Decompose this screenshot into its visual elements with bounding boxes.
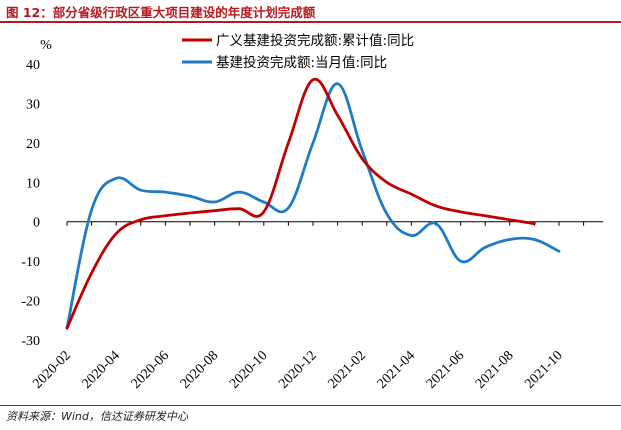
y-tick-label: -30 <box>21 334 40 349</box>
series-line <box>65 77 536 330</box>
title-rule <box>0 21 621 23</box>
series-layer <box>65 77 561 330</box>
y-tick-label: 30 <box>26 97 40 112</box>
x-tick-label: 2021-02 <box>325 348 369 392</box>
x-tick-label: 2021-10 <box>522 348 566 392</box>
y-tick-label: -20 <box>21 295 40 310</box>
figure-title: 图 12：部分省级行政区重大项目建设的年度计划完成额 <box>6 5 316 20</box>
series-line <box>65 82 561 330</box>
x-tick-label: 2021-04 <box>375 348 419 392</box>
x-tick-label: 2021-06 <box>424 348 468 392</box>
x-tick-label: 2020-12 <box>276 348 320 392</box>
source-note: 资料来源：Wind，信达证券研发中心 <box>6 410 188 423</box>
y-tick-label: 10 <box>26 176 40 191</box>
y-unit-label: % <box>40 38 52 53</box>
x-tick-label: 2020-10 <box>227 348 271 392</box>
x-axis: 2020-02 2020-04 2020-06 2020-08 2020-10 2020-… <box>30 221 603 392</box>
y-axis: -30 -20 -10 0 10 20 30 40 <box>21 58 40 349</box>
x-tick-label: 2020-06 <box>129 348 173 392</box>
legend-label: 基建投资完成额:当月值:同比 <box>216 54 387 71</box>
legend-label: 广义基建投资完成额:累计值:同比 <box>216 32 414 49</box>
x-tick-label: 2020-02 <box>30 348 74 392</box>
x-tick-label: 2020-08 <box>178 348 222 392</box>
x-tick-label: 2021-08 <box>473 348 517 392</box>
y-tick-label: 0 <box>33 216 40 231</box>
x-tick-label: 2020-04 <box>79 348 123 392</box>
y-tick-label: 40 <box>26 58 40 73</box>
y-tick-label: -10 <box>21 255 40 270</box>
source-rule <box>0 405 621 406</box>
y-tick-label: 20 <box>26 137 40 152</box>
